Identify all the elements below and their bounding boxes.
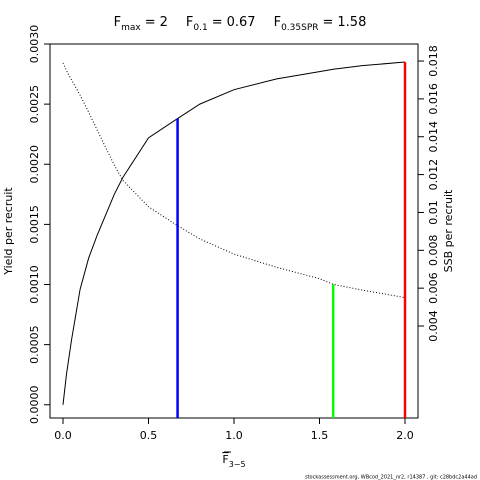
y-tick-label: 0.0010 [28,265,41,304]
y2-axis-label: SSB per recruit [442,189,455,272]
y-axis-label: Yield per recruit [2,187,15,276]
ref-subscript: 0.1 [193,23,207,33]
y2-tick-label: 0.012 [427,159,440,191]
footer: stockassessment.org, WBcod_2021_nr2, r14… [305,475,477,480]
y-tick-label: 0.0000 [28,386,41,425]
ref-operator: = [323,15,334,30]
y2-tick-label: 0.006 [427,272,440,304]
y-tick-label: 0.0030 [28,25,41,64]
x-tick-label: 1.5 [311,429,329,442]
x-tick-label: 1.0 [225,429,243,442]
x-label-main: F [222,453,228,466]
ref-subscript: max [121,23,141,33]
plot-box [49,43,419,419]
ref-subscript: 0.35SPR [281,23,318,33]
y-tick-label: 0.0020 [28,145,41,184]
chart-title: Fmax = 2 F0.1 = 0.67 F0.35SPR = 1.58 [114,15,367,33]
x-tick-label: 0.5 [140,429,158,442]
y2-tick-label: 0.018 [427,45,440,76]
ref-name: F [186,15,193,30]
y2-tick-label: 0.016 [427,83,440,115]
x-tick-label: 2.0 [396,429,414,442]
ref-value: 0.67 [227,15,256,30]
y2-tick-label: 0.004 [427,310,440,342]
x-tick-label: 0.0 [54,429,72,442]
y-tick-label: 0.0015 [28,205,41,244]
y-tick-label: 0.0005 [28,325,41,364]
y2-tick-label: 0.008 [427,235,440,267]
ref-operator: = [145,15,156,30]
y2-tick-label: 0.014 [427,121,440,153]
ref-value: 2 [160,15,168,30]
y2-tick-label: 0.01 [427,200,440,225]
x-label-subscript: 3−5 [229,460,246,469]
ref-name: F [114,15,121,30]
ref-operator: = [212,15,223,30]
ref-value: 1.58 [337,15,366,30]
y-tick-label: 0.0025 [28,85,41,124]
x-axis-label: F3−5 [222,453,245,469]
series-line [62,62,406,299]
series-line [62,61,406,405]
ref-name: F [274,15,281,30]
